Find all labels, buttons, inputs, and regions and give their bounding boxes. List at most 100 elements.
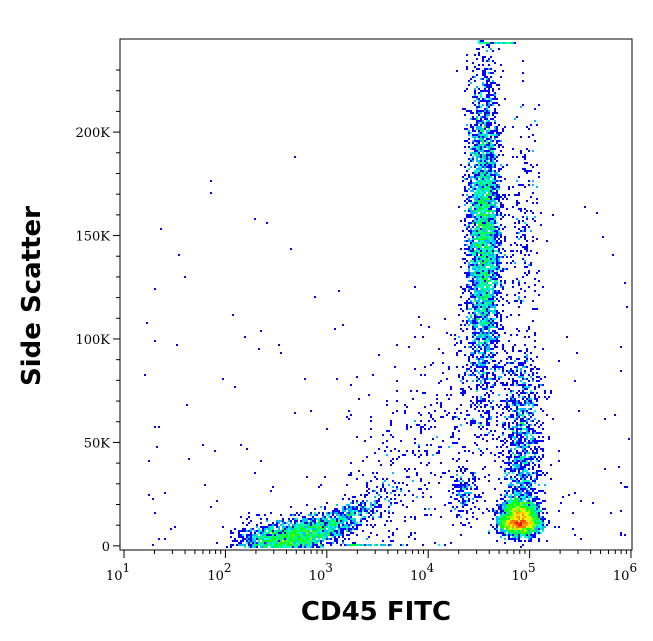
event-pixel — [472, 194, 474, 196]
event-pixel — [522, 424, 524, 426]
event-pixel — [510, 450, 512, 452]
event-pixel — [512, 426, 514, 428]
event-pixel — [522, 418, 524, 420]
event-pixel — [404, 468, 406, 470]
event-pixel — [478, 172, 480, 174]
event-pixel — [476, 262, 478, 264]
event-pixel — [460, 516, 462, 518]
event-pixel — [488, 98, 490, 100]
event-pixel — [438, 544, 440, 546]
event-pixel — [490, 124, 492, 126]
event-pixel — [492, 232, 494, 234]
event-pixel — [494, 344, 496, 346]
event-pixel — [526, 350, 528, 352]
event-pixel — [324, 516, 326, 518]
event-pixel — [468, 246, 470, 248]
event-pixel — [384, 480, 386, 482]
event-pixel — [520, 408, 522, 410]
event-pixel — [476, 276, 478, 278]
event-pixel — [524, 446, 526, 448]
event-pixel — [460, 392, 462, 394]
event-pixel — [478, 350, 480, 352]
event-pixel — [268, 526, 270, 528]
event-pixel — [472, 344, 474, 346]
event-pixel — [474, 148, 476, 150]
event-pixel — [620, 346, 622, 348]
event-pixel — [524, 382, 526, 384]
event-pixel — [360, 544, 362, 546]
event-pixel — [478, 336, 480, 338]
event-pixel — [474, 364, 476, 366]
event-pixel — [518, 472, 520, 474]
event-pixel — [522, 234, 524, 236]
event-pixel — [466, 504, 468, 506]
event-pixel — [486, 270, 488, 272]
event-pixel — [520, 404, 522, 406]
event-pixel — [500, 150, 502, 152]
event-pixel — [542, 456, 544, 458]
event-pixel — [464, 240, 466, 242]
event-pixel — [366, 544, 368, 546]
event-pixel — [428, 428, 430, 430]
event-pixel — [328, 530, 330, 532]
event-pixel — [456, 470, 458, 472]
event-pixel — [476, 96, 478, 98]
event-pixel — [312, 538, 314, 540]
event-pixel — [546, 512, 548, 514]
event-pixel — [502, 508, 504, 510]
event-pixel — [482, 268, 484, 270]
event-pixel — [256, 536, 258, 538]
event-pixel — [474, 340, 476, 342]
event-pixel — [488, 72, 490, 74]
event-pixel — [266, 536, 268, 538]
event-pixel — [310, 544, 312, 546]
event-pixel — [480, 380, 482, 382]
event-pixel — [466, 300, 468, 302]
event-pixel — [486, 322, 488, 324]
event-pixel — [508, 524, 510, 526]
event-pixel — [510, 314, 512, 316]
event-pixel — [516, 500, 518, 502]
event-pixel — [526, 458, 528, 460]
event-pixel — [472, 148, 474, 150]
event-pixel — [364, 516, 366, 518]
event-pixel — [482, 216, 484, 218]
event-pixel — [526, 378, 528, 380]
event-pixel — [456, 366, 458, 368]
event-pixel — [464, 502, 466, 504]
event-pixel — [318, 532, 320, 534]
event-pixel — [164, 538, 166, 540]
event-pixel — [480, 348, 482, 350]
event-pixel — [366, 482, 368, 484]
event-pixel — [524, 450, 526, 452]
event-pixel — [506, 384, 508, 386]
event-pixel — [502, 310, 504, 312]
event-pixel — [472, 274, 474, 276]
event-pixel — [534, 524, 536, 526]
event-pixel — [400, 544, 402, 546]
event-pixel — [474, 244, 476, 246]
event-pixel — [494, 70, 496, 72]
event-pixel — [524, 372, 526, 374]
event-pixel — [478, 92, 480, 94]
event-pixel — [486, 424, 488, 426]
event-pixel — [524, 492, 526, 494]
event-pixel — [476, 350, 478, 352]
event-pixel — [480, 210, 482, 212]
event-pixel — [480, 400, 482, 402]
event-pixel — [476, 248, 478, 250]
event-pixel — [294, 538, 296, 540]
event-pixel — [406, 428, 408, 430]
event-pixel — [518, 298, 520, 300]
event-pixel — [480, 320, 482, 322]
event-pixel — [476, 164, 478, 166]
event-pixel — [510, 486, 512, 488]
event-pixel — [482, 398, 484, 400]
event-pixel — [334, 534, 336, 536]
event-pixel — [522, 486, 524, 488]
event-pixel — [308, 534, 310, 536]
event-pixel — [482, 240, 484, 242]
event-pixel — [532, 406, 534, 408]
event-pixel — [476, 294, 478, 296]
event-pixel — [464, 346, 466, 348]
